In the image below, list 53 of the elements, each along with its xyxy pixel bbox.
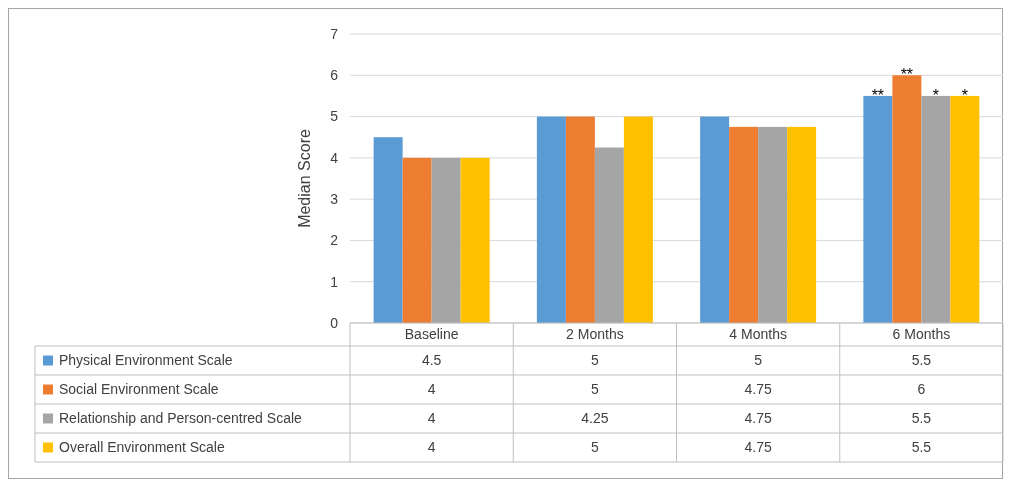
bar <box>536 116 566 323</box>
data-label: 5.5 <box>911 410 932 427</box>
annotation: * <box>961 86 968 104</box>
annotation: ** <box>900 66 914 84</box>
data-label: 4.75 <box>744 439 772 456</box>
legend-label: Overall Environment Scale <box>59 439 225 456</box>
data-label: 4 <box>427 410 436 427</box>
data-label: 6 <box>917 381 926 398</box>
y-tick-label: 1 <box>330 273 339 290</box>
y-tick-label: 0 <box>330 314 339 331</box>
data-label: 5 <box>754 352 763 369</box>
bar <box>700 116 730 323</box>
bar <box>623 116 653 323</box>
y-tick-label: 2 <box>330 232 339 249</box>
data-label: 4.25 <box>581 410 609 427</box>
data-label: 4 <box>427 439 436 456</box>
y-tick-label: 4 <box>330 149 339 166</box>
bar <box>863 95 893 323</box>
y-tick-label: 5 <box>330 108 339 125</box>
y-axis-title: Median Score <box>296 129 313 228</box>
data-label: 4 <box>427 381 436 398</box>
data-label: 4.75 <box>744 381 772 398</box>
legend-label: Social Environment Scale <box>59 381 219 398</box>
annotation: ** <box>871 86 885 104</box>
bar <box>787 126 817 323</box>
bar <box>729 126 759 323</box>
bar <box>921 95 951 323</box>
bar <box>460 157 490 323</box>
x-tick-label: 2 Months <box>566 326 624 343</box>
bar <box>892 75 922 323</box>
x-tick-label: 4 Months <box>729 326 787 343</box>
x-tick-label: Baseline <box>404 326 459 343</box>
data-label: 4.5 <box>421 352 442 369</box>
annotation: * <box>932 86 939 104</box>
legend-label: Physical Environment Scale <box>59 352 233 369</box>
data-label: 5 <box>590 381 599 398</box>
data-label: 4.75 <box>744 410 772 427</box>
data-label: 5.5 <box>911 352 932 369</box>
bar <box>758 126 788 323</box>
data-label: 5.5 <box>911 439 932 456</box>
bar <box>594 147 624 323</box>
data-label: 5 <box>590 439 599 456</box>
x-tick-label: 6 Months <box>892 326 951 343</box>
bar <box>402 157 432 323</box>
y-tick-label: 6 <box>330 67 339 84</box>
bar <box>431 157 461 323</box>
bar <box>565 116 595 323</box>
data-label: 5 <box>590 352 599 369</box>
y-tick-label: 7 <box>330 25 339 42</box>
legend-label: Relationship and Person-centred Scale <box>59 410 303 427</box>
y-tick-label: 3 <box>330 191 339 208</box>
bar <box>373 137 403 323</box>
bar <box>950 95 980 323</box>
